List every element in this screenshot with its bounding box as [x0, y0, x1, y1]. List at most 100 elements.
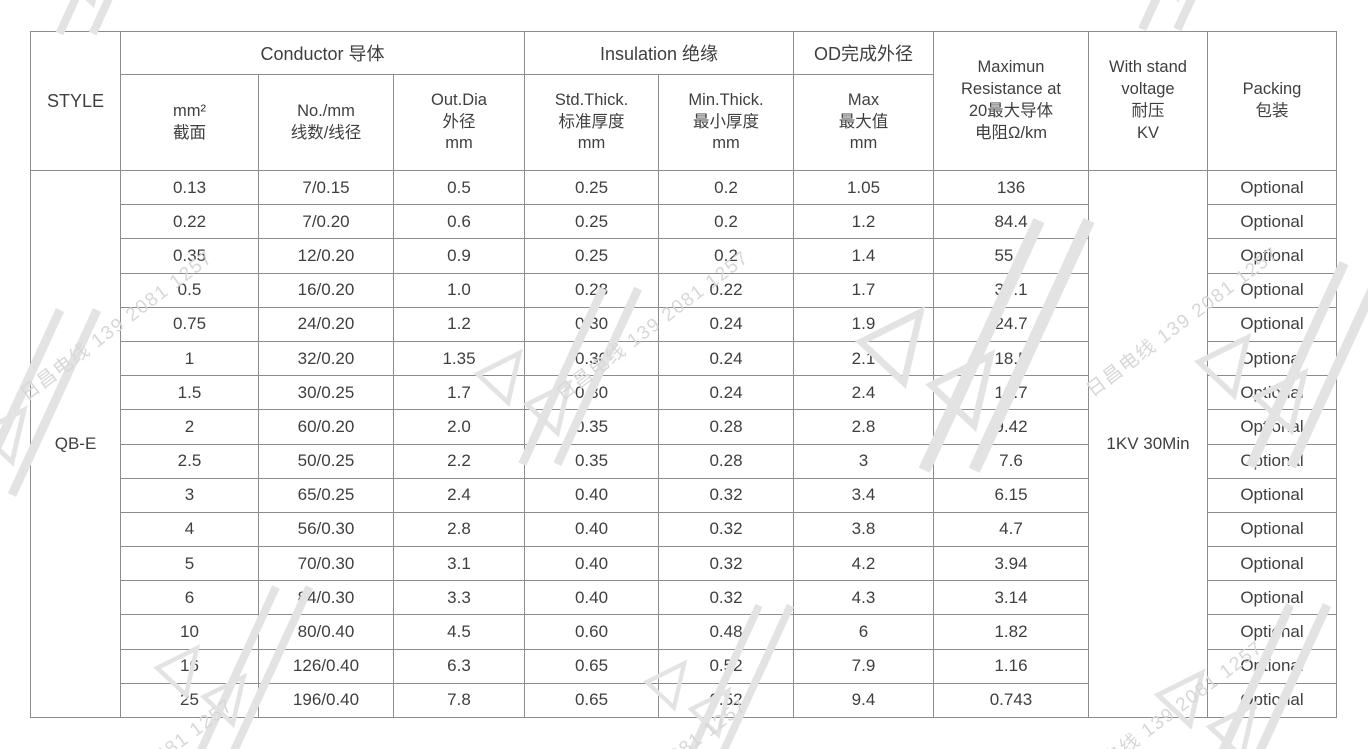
- cell-strands: 60/0.20: [258, 409, 394, 445]
- cell-strands: 7/0.15: [258, 169, 394, 206]
- cell-outdia: 1.7: [393, 375, 525, 411]
- cell-stdthick: 0.25: [524, 238, 659, 274]
- cell-packing: Optional: [1207, 238, 1337, 274]
- cell-odmax: 1.2: [793, 204, 934, 240]
- col-group-conductor: Conductor 导体: [120, 31, 525, 75]
- cell-resistance: 84.4: [933, 204, 1089, 240]
- cell-outdia: 2.0: [393, 409, 525, 445]
- cell-packing: Optional: [1207, 340, 1337, 377]
- cell-outdia: 1.0: [393, 272, 525, 308]
- cell-resistance: 7.6: [933, 443, 1089, 479]
- cell-resistance: 6.15: [933, 477, 1089, 513]
- cell-mm2: 5: [120, 546, 259, 582]
- cell-packing: Optional: [1207, 375, 1337, 411]
- cell-mm2: 6: [120, 580, 259, 616]
- col-header-odmax: Max 最大值 mm: [793, 74, 934, 171]
- cell-minthick: 0.28: [658, 443, 794, 479]
- cell-mm2: 4: [120, 511, 259, 548]
- table-row: QB-E 0.13 7/0.15 0.5 0.25 0.2 1.05 136 1KV 30Min…: [30, 169, 1337, 718]
- cell-outdia: 2.2: [393, 443, 525, 479]
- cell-packing: Optional: [1207, 580, 1337, 616]
- table-row: 3 65/0.25 2.4 0.40 0.32 3.4 6.15 Optional: [31, 477, 1337, 513]
- cell-mm2: 1: [120, 340, 259, 377]
- cell-resistance: 1.16: [933, 648, 1089, 684]
- cell-stdthick: 0.65: [524, 682, 659, 719]
- cell-odmax: 4.2: [793, 546, 934, 582]
- cell-odmax: 4.3: [793, 580, 934, 616]
- cell-minthick: 0.52: [658, 682, 794, 719]
- cell-strands: 7/0.20: [258, 204, 394, 240]
- cell-strands: 65/0.25: [258, 477, 394, 513]
- cell-stdthick: 0.30: [524, 340, 659, 377]
- cell-strands: 56/0.30: [258, 511, 394, 548]
- cell-stdthick: 0.40: [524, 546, 659, 582]
- cell-resistance: 12.7: [933, 375, 1089, 411]
- cell-stdthick: 0.40: [524, 511, 659, 548]
- cell-stdthick: 0.25: [524, 204, 659, 240]
- cell-mm2: 0.13: [120, 169, 259, 206]
- cell-minthick: 0.24: [658, 340, 794, 377]
- cell-packing: Optional: [1207, 477, 1337, 513]
- cell-packing: Optional: [1207, 443, 1337, 479]
- cell-outdia: 4.5: [393, 614, 525, 650]
- cell-mm2: 2.5: [120, 443, 259, 479]
- cell-resistance: 1.82: [933, 614, 1089, 650]
- cell-minthick: 0.32: [658, 511, 794, 548]
- col-header-strands: No./mm 线数/线径: [258, 74, 394, 171]
- cell-strands: 30/0.25: [258, 375, 394, 411]
- cell-outdia: 7.8: [393, 682, 525, 719]
- spec-table: STYLE Conductor 导体 Insulation 绝缘 OD完成外径 …: [30, 31, 1337, 719]
- cell-odmax: 1.4: [793, 238, 934, 274]
- cell-outdia: 0.5: [393, 169, 525, 206]
- cell-minthick: 0.52: [658, 648, 794, 684]
- cell-stdthick: 0.35: [524, 409, 659, 445]
- cell-resistance: 0.743: [933, 682, 1089, 719]
- cell-mm2: 0.22: [120, 204, 259, 240]
- cell-packing: Optional: [1207, 682, 1337, 719]
- cell-minthick: 0.2: [658, 204, 794, 240]
- cell-mm2: 2: [120, 409, 259, 445]
- cell-minthick: 0.32: [658, 477, 794, 513]
- cell-outdia: 2.8: [393, 511, 525, 548]
- col-group-insulation: Insulation 绝缘: [524, 31, 794, 75]
- cell-minthick: 0.2: [658, 238, 794, 274]
- col-header-mm2: mm² 截面: [120, 74, 259, 171]
- cell-minthick: 0.24: [658, 306, 794, 342]
- cell-outdia: 6.3: [393, 648, 525, 684]
- table-row: 4 56/0.30 2.8 0.40 0.32 3.8 4.7 Optional: [31, 511, 1337, 548]
- col-header-style: STYLE: [30, 31, 121, 171]
- watermark-logo-icon: [17, 0, 169, 34]
- cell-resistance: 55.5: [933, 238, 1089, 274]
- cell-odmax: 2.1: [793, 340, 934, 377]
- cell-mm2: 10: [120, 614, 259, 650]
- cell-resistance: 4.7: [933, 511, 1089, 548]
- cell-mm2: 0.75: [120, 306, 259, 342]
- cell-odmax: 9.4: [793, 682, 934, 719]
- cell-strands: 12/0.20: [258, 238, 394, 274]
- cell-packing: Optional: [1207, 511, 1337, 548]
- cell-stdthick: 0.40: [524, 477, 659, 513]
- cell-resistance: 18.5: [933, 340, 1089, 377]
- cell-strands: 80/0.40: [258, 614, 394, 650]
- cell-odmax: 3.8: [793, 511, 934, 548]
- cell-strands: 16/0.20: [258, 272, 394, 308]
- col-header-resistance: Maximun Resistance at 20最大导体 电阻Ω/km: [933, 31, 1089, 171]
- cell-resistance: 136: [933, 169, 1089, 206]
- col-header-stdthick: Std.Thick. 标准厚度 mm: [524, 74, 659, 171]
- style-cell: QB-E: [30, 170, 121, 718]
- cell-odmax: 2.8: [793, 409, 934, 445]
- cell-resistance: 3.94: [933, 546, 1089, 582]
- cell-strands: 32/0.20: [258, 340, 394, 377]
- cell-stdthick: 0.35: [524, 443, 659, 479]
- cell-strands: 196/0.40: [258, 682, 394, 719]
- cell-odmax: 6: [793, 614, 934, 650]
- cell-mm2: 1.5: [120, 375, 259, 411]
- col-header-minthick: Min.Thick. 最小厚度 mm: [658, 74, 794, 171]
- cell-stdthick: 0.25: [524, 169, 659, 206]
- cell-packing: Optional: [1207, 648, 1337, 684]
- cell-strands: 24/0.20: [258, 306, 394, 342]
- cell-outdia: 0.6: [393, 204, 525, 240]
- cell-resistance: 24.7: [933, 306, 1089, 342]
- cell-minthick: 0.2: [658, 169, 794, 206]
- cell-outdia: 3.1: [393, 546, 525, 582]
